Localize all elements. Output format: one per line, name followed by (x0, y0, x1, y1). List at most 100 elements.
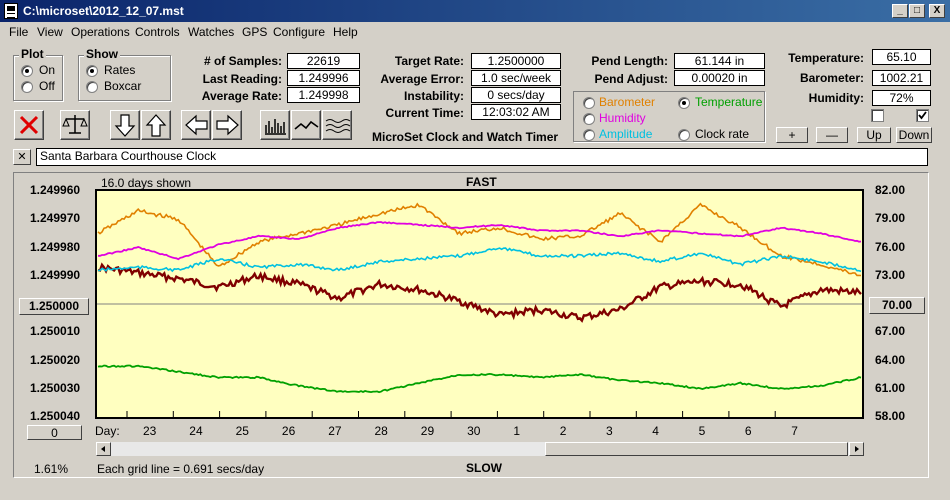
barometer-field: 1002.21 (872, 70, 931, 86)
plot-group-title: Plot (19, 47, 46, 61)
window-title: C:\microset\2012_12_07.mst (23, 4, 184, 18)
clock-name-field[interactable]: Santa Barbara Courthouse Clock (36, 148, 928, 166)
menu-bar: File View Operations Controls Watches GP… (0, 22, 950, 42)
right-axis-tick: 67.00 (875, 324, 906, 339)
right-axis-tick: 73.00 (875, 267, 906, 282)
series-line-humidity (98, 221, 862, 261)
barometer-radio[interactable] (583, 97, 595, 109)
menu-controls[interactable]: Controls (135, 25, 180, 39)
arrow-down-button[interactable] (110, 110, 140, 140)
close-clock-button[interactable]: ✕ (13, 149, 31, 165)
last-reading-label: Last Reading: (202, 72, 282, 86)
plot-on-radio[interactable] (21, 65, 33, 77)
x-tick-label: 24 (189, 424, 203, 438)
current-time-field: 12:03:02 AM (471, 104, 561, 120)
checkmark-icon (918, 111, 927, 120)
plot-group (13, 55, 63, 101)
arrow-left-button[interactable] (181, 110, 211, 140)
x-tick-label: 7 (791, 424, 798, 438)
up-button[interactable]: Up (857, 127, 891, 143)
histogram-button[interactable] (260, 110, 290, 140)
arrow-up-button[interactable] (141, 110, 171, 140)
baseline-temp-button[interactable]: 70.00 (869, 297, 925, 314)
minimize-button[interactable]: _ (892, 4, 908, 18)
close-window-button[interactable]: X (929, 4, 945, 18)
left-axis-tick: 1.249970 (30, 211, 81, 226)
clock-rate-radio[interactable] (678, 129, 690, 141)
show-rates-radio[interactable] (86, 65, 98, 77)
x-tick-label: 27 (328, 424, 342, 438)
temperature-radio[interactable] (678, 97, 690, 109)
menu-watches[interactable]: Watches (188, 25, 235, 39)
checkbox-right[interactable] (916, 109, 929, 122)
scroll-right-icon (855, 446, 859, 452)
fast-label: FAST (466, 175, 497, 189)
menu-help[interactable]: Help (333, 25, 358, 39)
barometer-label: Barometer: (799, 71, 864, 85)
scroll-right-button[interactable] (849, 442, 864, 456)
balance-button[interactable] (60, 110, 90, 140)
humidity-label: Humidity: (808, 91, 864, 105)
pend-adjust-field[interactable]: 0.00020 in (674, 70, 765, 86)
baseline-rate-button[interactable]: 1.250000 (19, 298, 89, 315)
show-group-title: Show (84, 47, 120, 61)
menu-operations[interactable]: Operations (71, 25, 130, 39)
series-line-barometer (97, 202, 862, 277)
average-error-field: 1.0 sec/week (471, 70, 561, 86)
multi-wave-button[interactable] (322, 110, 352, 140)
amplitude-radio[interactable] (583, 129, 595, 141)
days-shown-label: 16.0 days shown (101, 176, 192, 190)
scroll-left-button[interactable] (96, 442, 111, 456)
maximize-button[interactable]: □ (909, 4, 925, 18)
zero-button[interactable]: 0 (27, 425, 82, 440)
x-tick-label: 5 (698, 424, 706, 438)
right-axis-tick: 76.00 (875, 239, 906, 254)
menu-configure[interactable]: Configure (273, 25, 326, 39)
humidity-radio[interactable] (583, 113, 595, 125)
scroll-thumb[interactable] (545, 442, 848, 456)
right-axis-tick: 82.00 (875, 183, 906, 197)
right-axis-tick: 58.00 (875, 409, 906, 423)
minus-button[interactable]: — (816, 127, 848, 143)
right-axis-tick: 61.00 (875, 380, 906, 395)
plus-button[interactable]: + (776, 127, 808, 143)
temperature-option-label: Temperature (695, 95, 763, 109)
menu-gps[interactable]: GPS (242, 25, 268, 39)
samples-label: # of Samples: (203, 54, 282, 68)
humidity-option-label: Humidity (599, 111, 646, 125)
arrow-right-button[interactable] (212, 110, 242, 140)
series-line-clock-rate (97, 262, 862, 323)
pend-length-field[interactable]: 61.144 in (674, 53, 765, 69)
clock-rate-option-label: Clock rate (695, 127, 750, 141)
samples-field: 22619 (287, 53, 360, 69)
target-rate-field[interactable]: 1.2500000 (471, 53, 561, 69)
menu-view[interactable]: View (37, 25, 63, 39)
horizontal-scrollbar[interactable] (95, 441, 865, 457)
line-graph-button[interactable] (291, 110, 321, 140)
checkbox-left[interactable] (871, 109, 884, 122)
series-select-box (573, 91, 765, 142)
x-tick-label: 3 (606, 424, 613, 438)
line-graph-icon (294, 120, 319, 130)
x-tick-label: 26 (281, 424, 296, 438)
target-rate-label: Target Rate: (394, 54, 464, 68)
current-time-label: Current Time: (385, 106, 464, 120)
right-axis-tick: 64.00 (875, 352, 906, 367)
arrow-left-icon (185, 114, 208, 136)
show-group (78, 55, 171, 101)
average-error-label: Average Error: (380, 72, 464, 86)
x-tick-label: 6 (744, 424, 752, 438)
humidity-field: 72% (872, 90, 931, 106)
histogram-icon (265, 119, 286, 135)
stop-button[interactable] (14, 110, 44, 140)
plot-area[interactable] (95, 189, 864, 419)
app-icon[interactable] (4, 3, 18, 19)
down-button[interactable]: Down (896, 127, 932, 143)
temperature-field: 65.10 (872, 49, 931, 65)
plot-off-radio[interactable] (21, 81, 33, 93)
menu-file[interactable]: File (9, 25, 29, 39)
arrow-right-icon (216, 114, 239, 136)
show-boxcar-radio[interactable] (86, 81, 98, 93)
red-x-icon (19, 115, 39, 135)
left-axis-tick: 1.249990 (30, 267, 81, 282)
